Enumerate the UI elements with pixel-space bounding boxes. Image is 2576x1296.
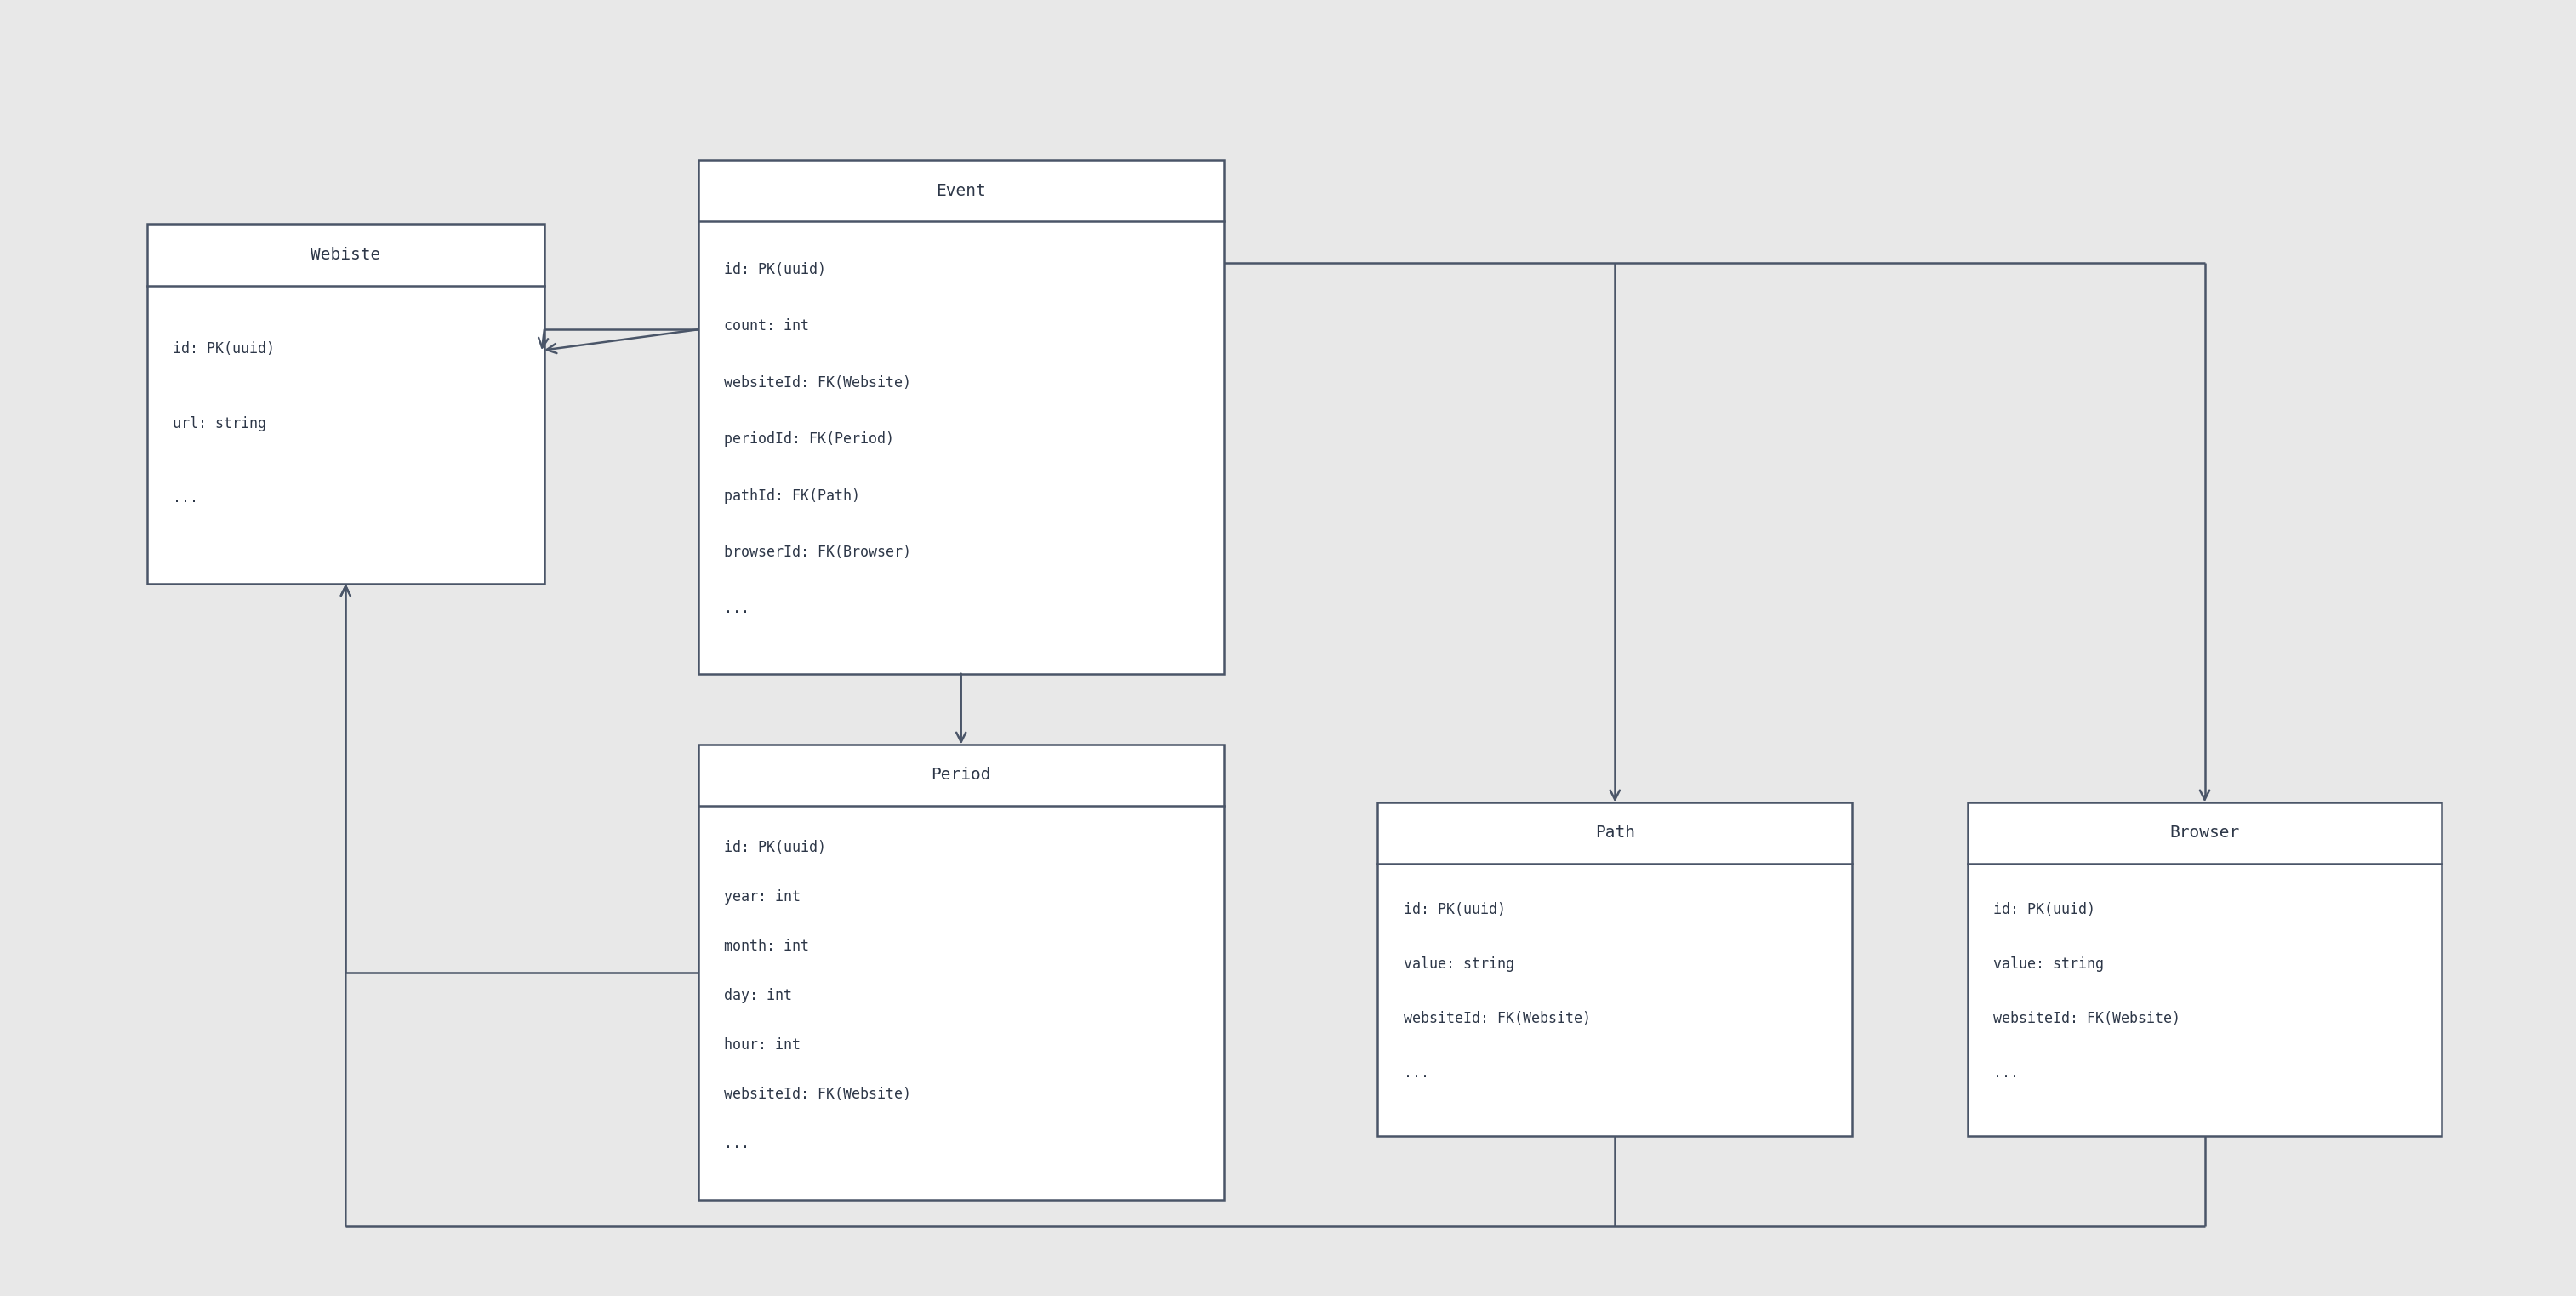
Text: periodId: FK(Period): periodId: FK(Period)	[724, 432, 894, 447]
FancyBboxPatch shape	[147, 224, 544, 583]
Text: Browser: Browser	[2169, 824, 2239, 841]
Text: hour: int: hour: int	[724, 1037, 801, 1052]
Text: ...: ...	[1994, 1065, 2020, 1081]
Text: id: PK(uuid): id: PK(uuid)	[724, 262, 827, 277]
Text: url: string: url: string	[173, 416, 265, 432]
Text: Webiste: Webiste	[312, 248, 381, 263]
Text: id: PK(uuid): id: PK(uuid)	[724, 840, 827, 855]
Text: id: PK(uuid): id: PK(uuid)	[1404, 902, 1504, 918]
Text: year: int: year: int	[724, 889, 801, 905]
Text: day: int: day: int	[724, 988, 791, 1003]
FancyBboxPatch shape	[1378, 802, 1852, 1137]
Text: value: string: value: string	[1994, 956, 2105, 972]
Text: websiteId: FK(Website): websiteId: FK(Website)	[724, 375, 912, 390]
Text: pathId: FK(Path): pathId: FK(Path)	[724, 489, 860, 503]
Text: Path: Path	[1595, 824, 1636, 841]
Text: Event: Event	[935, 183, 987, 198]
Text: Period: Period	[930, 767, 992, 783]
Text: websiteId: FK(Website): websiteId: FK(Website)	[1994, 1011, 2179, 1026]
Text: id: PK(uuid): id: PK(uuid)	[173, 342, 276, 356]
Text: ...: ...	[1404, 1065, 1430, 1081]
Text: browserId: FK(Browser): browserId: FK(Browser)	[724, 544, 912, 560]
Text: websiteId: FK(Website): websiteId: FK(Website)	[724, 1086, 912, 1102]
Text: count: int: count: int	[724, 319, 809, 334]
Text: month: int: month: int	[724, 938, 809, 954]
FancyBboxPatch shape	[698, 159, 1224, 674]
Text: id: PK(uuid): id: PK(uuid)	[1994, 902, 2094, 918]
FancyBboxPatch shape	[1968, 802, 2442, 1137]
Text: ...: ...	[724, 1135, 750, 1151]
Text: ...: ...	[173, 490, 198, 505]
Text: ...: ...	[724, 601, 750, 617]
FancyBboxPatch shape	[698, 744, 1224, 1200]
Text: value: string: value: string	[1404, 956, 1515, 972]
Text: websiteId: FK(Website): websiteId: FK(Website)	[1404, 1011, 1589, 1026]
